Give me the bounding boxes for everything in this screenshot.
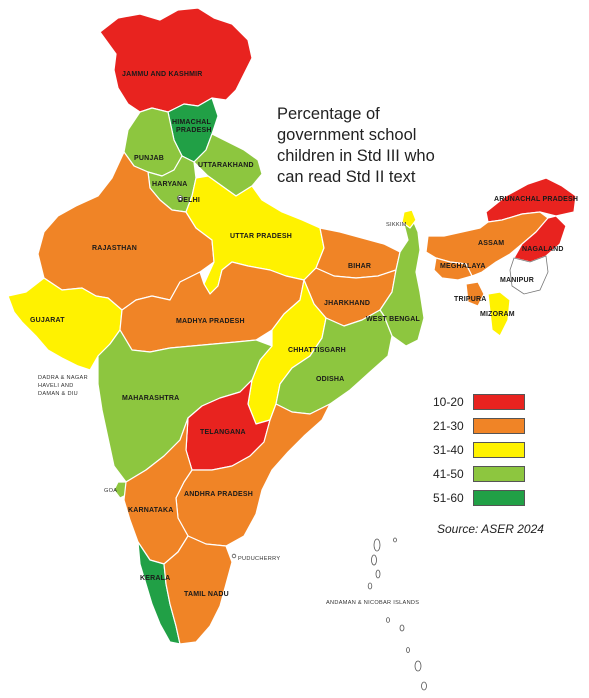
- title-line: Percentage of: [277, 105, 380, 123]
- state-bihar: [315, 227, 401, 279]
- legend: 10-20 21-30 31-40 41-50 51-60: [433, 390, 525, 510]
- map-title: Percentage of government school children…: [277, 104, 477, 188]
- legend-item: 21-30: [433, 414, 525, 438]
- legend-label: 41-50: [433, 467, 464, 481]
- legend-swatch: [473, 466, 525, 482]
- state-odisha: [275, 309, 393, 415]
- label-maharashtra: MAHARASHTRA: [122, 395, 179, 402]
- label-jammu-kashmir: JAMMU AND KASHMIR: [122, 71, 203, 78]
- state-sikkim: [401, 209, 417, 229]
- label-assam: ASSAM: [478, 240, 504, 247]
- andaman-nicobar-islands: [367, 537, 427, 691]
- state-tripura: [465, 281, 485, 307]
- label-dnh-2: HAVELI AND: [38, 383, 74, 389]
- label-tamil-nadu: TAMIL NADU: [184, 591, 229, 598]
- label-kerala: KERALA: [140, 575, 170, 582]
- label-odisha: ODISHA: [316, 376, 344, 383]
- label-meghalaya: MEGHALAYA: [440, 263, 486, 270]
- delhi-dot: [177, 195, 183, 201]
- label-west-bengal: WEST BENGAL: [366, 316, 420, 323]
- label-himachal-2: PRADESH: [176, 127, 212, 134]
- legend-swatch: [473, 442, 525, 458]
- legend-swatch: [473, 490, 525, 506]
- source-note: Source: ASER 2024: [437, 522, 544, 536]
- state-karnataka: [123, 417, 193, 565]
- label-gujarat: GUJARAT: [30, 317, 65, 324]
- state-mizoram: [487, 291, 511, 337]
- legend-label: 51-60: [433, 491, 464, 505]
- label-punjab: PUNJAB: [134, 155, 164, 162]
- label-bihar: BIHAR: [348, 263, 371, 270]
- legend-item: 51-60: [433, 486, 525, 510]
- label-madhya-pradesh: MADHYA PRADESH: [176, 318, 245, 325]
- state-manipur: [509, 255, 549, 295]
- label-puducherry: PUDUCHERRY: [238, 556, 280, 562]
- title-line: children in Std III who: [277, 147, 435, 165]
- label-dnh-3: DAMAN & DIU: [38, 391, 78, 397]
- label-uttarakhand: UTTARAKHAND: [198, 162, 254, 169]
- legend-item: 10-20: [433, 390, 525, 414]
- label-mizoram: MIZORAM: [480, 311, 515, 318]
- label-manipur: MANIPUR: [500, 277, 534, 284]
- label-andhra-pradesh: ANDHRA PRADESH: [184, 491, 253, 498]
- legend-label: 21-30: [433, 419, 464, 433]
- label-andaman: ANDAMAN & NICOBAR ISLANDS: [326, 600, 419, 606]
- legend-label: 31-40: [433, 443, 464, 457]
- title-line: can read Std II text: [277, 168, 416, 186]
- puducherry-dot: [231, 553, 237, 559]
- state-tamil-nadu: [163, 535, 233, 645]
- state-jammu-kashmir: [99, 7, 253, 113]
- legend-item: 41-50: [433, 462, 525, 486]
- label-goa: GOA: [104, 488, 117, 494]
- label-haryana: HARYANA: [152, 181, 188, 188]
- label-karnataka: KARNATAKA: [128, 507, 173, 514]
- legend-swatch: [473, 394, 525, 410]
- label-arunachal: ARUNACHAL PRADESH: [494, 196, 578, 203]
- legend-swatch: [473, 418, 525, 434]
- label-dnh-1: DADRA & NAGAR: [38, 375, 88, 381]
- label-uttar-pradesh: UTTAR PRADESH: [230, 233, 292, 240]
- label-telangana: TELANGANA: [200, 429, 246, 436]
- label-himachal-1: HIMACHAL: [172, 119, 211, 126]
- label-sikkim: SIKKIM: [386, 222, 407, 228]
- title-line: government school: [277, 126, 417, 144]
- label-tripura: TRIPURA: [454, 296, 487, 303]
- label-rajasthan: RAJASTHAN: [92, 245, 137, 252]
- legend-item: 31-40: [433, 438, 525, 462]
- legend-label: 10-20: [433, 395, 464, 409]
- label-chhattisgarh: CHHATTISGARH: [288, 347, 346, 354]
- label-delhi: DELHI: [178, 197, 200, 204]
- state-meghalaya: [433, 257, 473, 281]
- label-nagaland: NAGALAND: [522, 246, 564, 253]
- label-jharkhand: JHARKHAND: [324, 300, 370, 307]
